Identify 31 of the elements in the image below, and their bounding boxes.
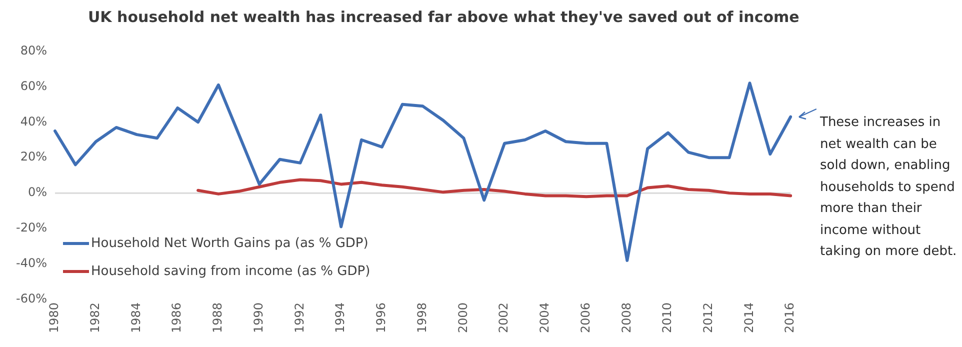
y-tick-label: -40% [16,256,47,270]
x-tick-label: 2004 [538,302,552,334]
x-tick-label: 2008 [619,302,634,334]
x-tick-label: 1994 [333,302,348,334]
y-tick-label: 80% [20,43,47,58]
x-tick-label: 1988 [210,302,225,334]
y-tick-label: -20% [16,220,47,235]
x-tick-label: 1998 [414,302,429,334]
x-tick-label: 2012 [700,302,715,334]
x-tick-label: 1984 [128,302,143,334]
x-tick-label: 1982 [88,302,102,334]
y-tick-label: 60% [20,78,47,93]
x-tick-label: 1996 [374,302,388,334]
x-tick-label: 2006 [578,302,592,334]
y-tick-label: 0% [28,185,47,200]
x-tick-label: 1986 [170,302,184,334]
y-tick-label: 20% [20,150,47,164]
legend-label: Household Net Worth Gains pa (as % GDP) [91,236,368,251]
x-tick-label: 1980 [47,302,62,334]
x-tick-label: 1990 [251,302,266,334]
x-tick-label: 2002 [496,302,511,334]
y-tick-label: -60% [16,292,47,306]
x-tick-label: 2010 [660,302,674,334]
x-tick-label: 1992 [292,302,306,334]
x-tick-label: 2016 [782,302,797,334]
annotation: These increases in net wealth can be sold down, enabling households to spend more than their income without taking on more debt. [820,114,958,261]
x-tick-label: 2014 [742,302,756,334]
y-tick-label: 40% [20,114,47,128]
chart-title: UK household net wealth has increased far above what they've saved out of income [88,8,800,26]
x-tick-label: 2000 [456,302,470,334]
legend-label: Household saving from income (as % GDP) [91,264,370,279]
